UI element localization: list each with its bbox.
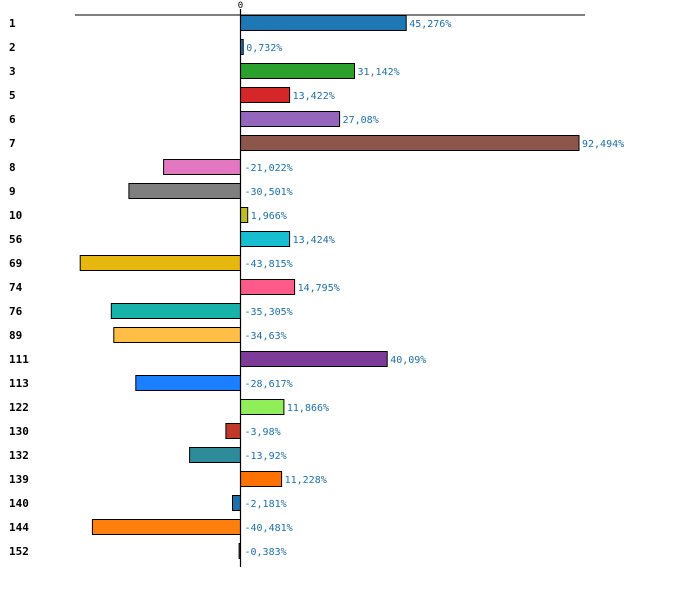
category-label: 56 bbox=[9, 233, 23, 246]
value-label: -43,815% bbox=[245, 259, 293, 270]
bar bbox=[240, 207, 249, 223]
bar bbox=[128, 183, 241, 199]
category-label: 6 bbox=[9, 113, 16, 126]
value-label: -13,92% bbox=[245, 451, 287, 462]
category-label: 1 bbox=[9, 17, 16, 30]
category-label: 9 bbox=[9, 185, 16, 198]
bar bbox=[189, 447, 242, 463]
bar bbox=[113, 327, 241, 343]
bar bbox=[225, 423, 241, 439]
bar bbox=[240, 135, 580, 151]
bar bbox=[232, 495, 241, 511]
value-label: 14,795% bbox=[298, 283, 340, 294]
bar bbox=[91, 519, 242, 535]
value-label: 11,866% bbox=[287, 403, 329, 414]
category-label: 76 bbox=[9, 305, 23, 318]
bar bbox=[240, 15, 407, 31]
bar bbox=[240, 87, 291, 103]
value-label: -30,501% bbox=[245, 187, 293, 198]
bar bbox=[240, 63, 355, 79]
value-label: 1,966% bbox=[251, 211, 287, 222]
category-label: 144 bbox=[9, 521, 29, 534]
value-label: -0,383% bbox=[245, 547, 287, 558]
value-label: 40,09% bbox=[390, 355, 426, 366]
value-label: -34,63% bbox=[245, 331, 287, 342]
category-label: 152 bbox=[9, 545, 29, 558]
value-label: 0,732% bbox=[246, 43, 282, 54]
category-label: 7 bbox=[9, 137, 16, 150]
category-label: 89 bbox=[9, 329, 22, 342]
category-label: 122 bbox=[9, 401, 29, 414]
value-label: 13,424% bbox=[293, 235, 335, 246]
category-label: 74 bbox=[9, 281, 23, 294]
category-label: 132 bbox=[9, 449, 29, 462]
value-label: 45,276% bbox=[409, 19, 451, 30]
category-label: 5 bbox=[9, 89, 16, 102]
category-label: 140 bbox=[9, 497, 29, 510]
value-label: 92,494% bbox=[582, 139, 624, 150]
value-label: 27,08% bbox=[343, 115, 379, 126]
bar bbox=[135, 375, 241, 391]
bar bbox=[240, 111, 341, 127]
bar bbox=[79, 255, 241, 271]
value-label: -28,617% bbox=[245, 379, 293, 390]
value-label: 13,422% bbox=[293, 91, 335, 102]
bar bbox=[240, 399, 285, 415]
category-label: 139 bbox=[9, 473, 29, 486]
category-label: 111 bbox=[9, 353, 29, 366]
value-label: 31,142% bbox=[358, 67, 400, 78]
zero-tick-label: 0 bbox=[238, 1, 243, 11]
bar bbox=[240, 471, 283, 487]
value-label: -3,98% bbox=[245, 427, 281, 438]
bar bbox=[163, 159, 242, 175]
value-label: -35,305% bbox=[245, 307, 293, 318]
bar bbox=[110, 303, 241, 319]
value-label: 11,228% bbox=[285, 475, 327, 486]
category-label: 69 bbox=[9, 257, 22, 270]
category-label: 130 bbox=[9, 425, 29, 438]
value-label: -2,181% bbox=[245, 499, 287, 510]
category-label: 3 bbox=[9, 65, 16, 78]
bar bbox=[240, 279, 296, 295]
value-label: -40,481% bbox=[245, 523, 293, 534]
category-label: 8 bbox=[9, 161, 16, 174]
bar bbox=[240, 351, 388, 367]
category-label: 2 bbox=[9, 41, 16, 54]
category-label: 113 bbox=[9, 377, 29, 390]
value-label: -21,022% bbox=[245, 163, 293, 174]
bar bbox=[240, 231, 291, 247]
category-label: 10 bbox=[9, 209, 22, 222]
